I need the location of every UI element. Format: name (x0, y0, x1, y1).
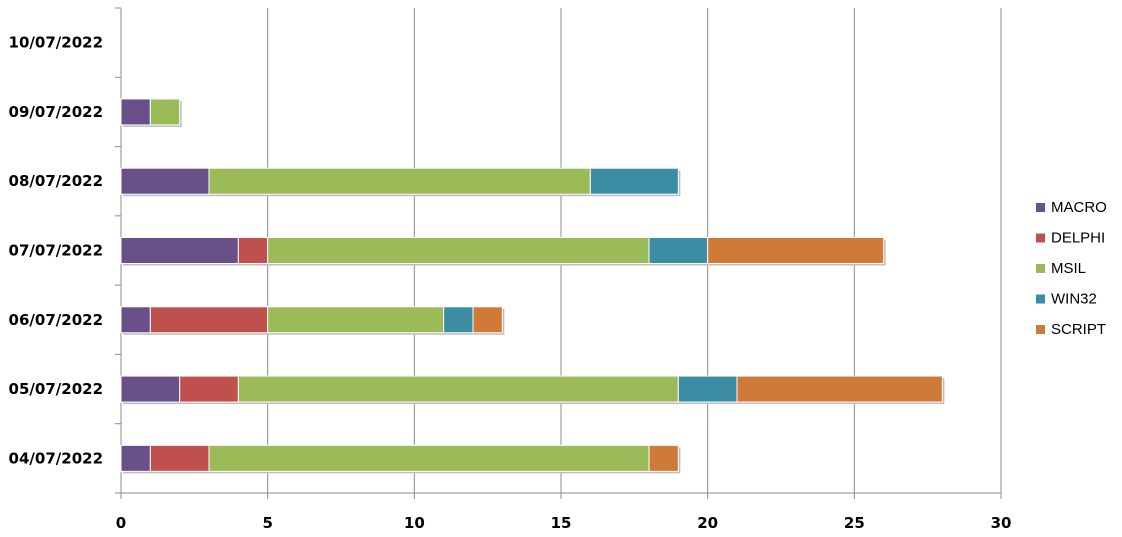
legend-swatch (1036, 203, 1045, 212)
bar-segment-win32 (648, 237, 709, 264)
bar-segment-script (648, 444, 679, 472)
bar-segment-macro (120, 375, 181, 403)
x-tick-label: 0 (116, 514, 126, 532)
bar-segment-macro (120, 444, 151, 472)
bar-segment-macro (120, 306, 151, 334)
bar-segment-delphi (237, 237, 269, 264)
bar-segment-msil (267, 237, 650, 264)
x-tick-label: 30 (991, 514, 1012, 532)
bar-segment-msil (149, 98, 181, 126)
category-label: 07/07/2022 (9, 242, 103, 260)
bar-segment-macro (120, 237, 239, 264)
bars (120, 98, 945, 474)
category-label: 10/07/2022 (9, 34, 103, 52)
legend-swatch (1036, 325, 1045, 334)
legend-label: MACRO (1051, 199, 1107, 216)
bar-segment-msil (237, 375, 679, 403)
category-label: 05/07/2022 (9, 380, 103, 398)
bar-segment-macro (120, 167, 210, 195)
bar-segment-script (472, 306, 503, 334)
bar-segment-msil (267, 306, 445, 334)
legend: MACRO DELPHI MSIL WIN32 SCRIPT (1036, 199, 1107, 338)
x-tick-labels: 0 5 10 15 20 25 30 (116, 514, 1012, 532)
bar-segment-msil (208, 167, 591, 195)
x-tick-label: 10 (404, 514, 425, 532)
category-label: 06/07/2022 (9, 311, 103, 329)
legend-label: SCRIPT (1051, 321, 1106, 338)
bar-segment-delphi (179, 375, 239, 403)
x-tick-label: 5 (262, 514, 272, 532)
legend-swatch (1036, 264, 1045, 273)
bar-segment-delphi (149, 444, 210, 472)
legend-swatch (1036, 233, 1045, 243)
legend-swatch (1036, 294, 1045, 304)
bar-segment-win32 (443, 306, 474, 334)
bar-segment-script (736, 375, 943, 403)
bar-segment-script (707, 237, 885, 264)
category-labels: 04/07/2022 05/07/2022 06/07/2022 07/07/2022… (9, 34, 103, 468)
legend-label: DELPHI (1051, 230, 1105, 247)
bar-segment-win32 (677, 375, 738, 403)
bar-segment-win32 (589, 167, 679, 195)
bar-segment-msil (208, 444, 650, 472)
category-label: 08/07/2022 (9, 172, 103, 190)
bar-segment-delphi (149, 306, 269, 334)
bar-segment-macro (120, 98, 151, 126)
category-label: 04/07/2022 (9, 449, 103, 467)
x-tick-label: 25 (844, 514, 865, 532)
x-tick-label: 15 (551, 514, 572, 532)
category-label: 09/07/2022 (9, 103, 103, 121)
legend-label: WIN32 (1051, 291, 1097, 308)
legend-label: MSIL (1051, 260, 1086, 277)
x-tick-label: 20 (697, 514, 718, 532)
